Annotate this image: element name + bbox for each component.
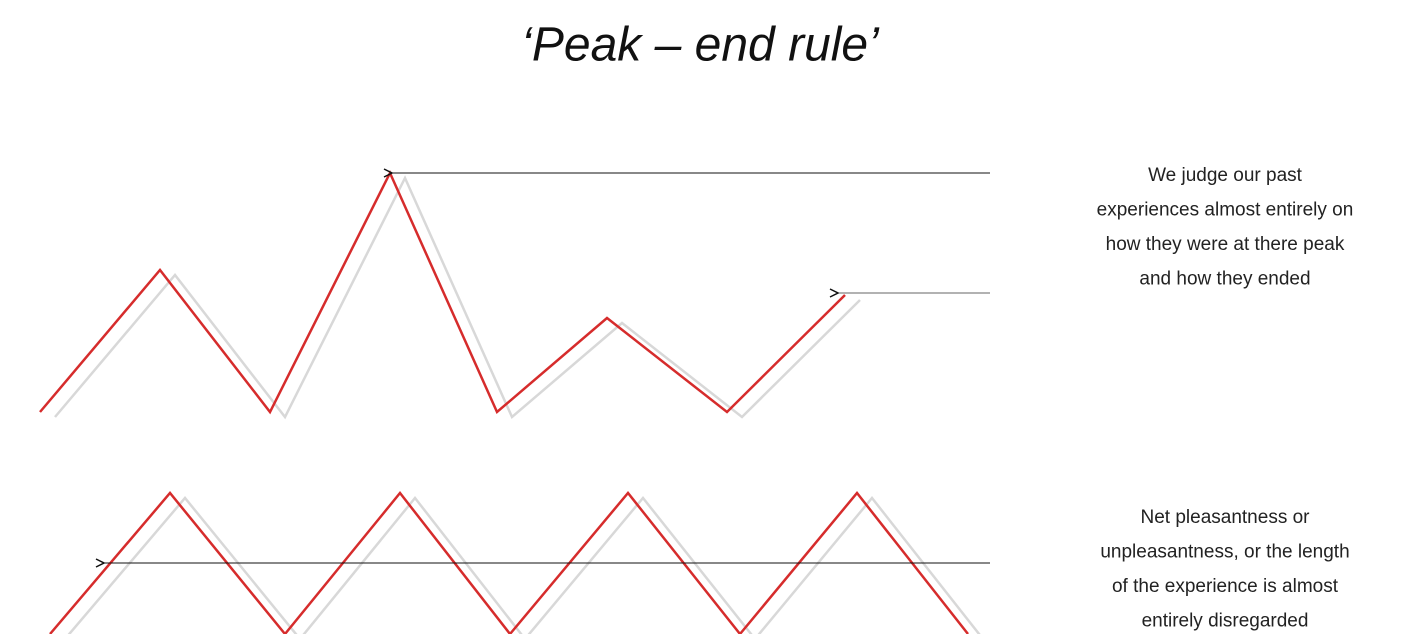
bottom-zigzag bbox=[49, 490, 981, 634]
shadow-line bbox=[67, 495, 981, 634]
annotation-line: how they were at there peak bbox=[1106, 234, 1345, 255]
annotation-line: We judge our past bbox=[1148, 165, 1303, 186]
experience-line bbox=[39, 170, 846, 415]
experience-line bbox=[49, 490, 969, 634]
annotation-line: and how they ended bbox=[1139, 269, 1310, 290]
annotation-line: of the experience is almost bbox=[1112, 576, 1339, 597]
title: ‘Peak – end rule’ bbox=[521, 19, 880, 72]
annotation-line: Net pleasantness or bbox=[1141, 507, 1311, 528]
shadow-line bbox=[54, 175, 861, 420]
top-zigzag bbox=[39, 170, 861, 420]
annotation-line: unpleasantness, or the length bbox=[1100, 542, 1349, 563]
annotation-line: entirely disregarded bbox=[1142, 611, 1309, 632]
annotation-line: experiences almost entirely on bbox=[1097, 200, 1354, 221]
annotations: We judge our past experiences almost enti… bbox=[1097, 165, 1354, 632]
